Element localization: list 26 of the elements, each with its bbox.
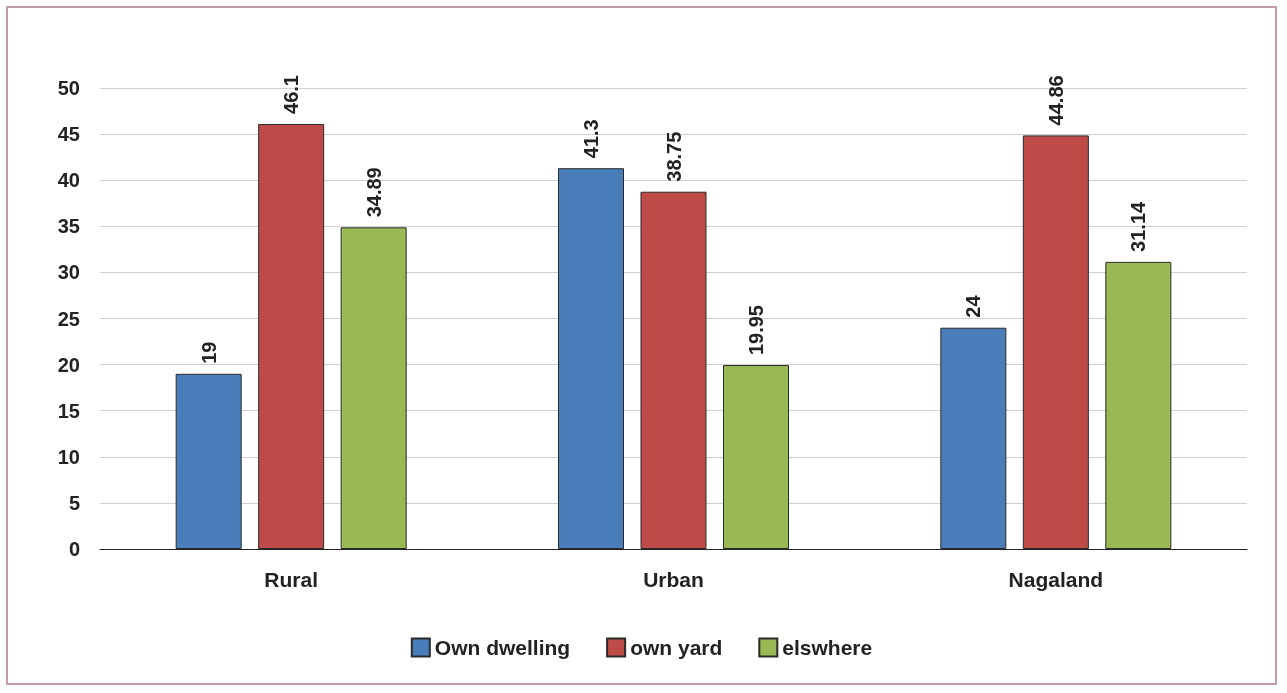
- data-label: 19.95: [745, 305, 767, 356]
- legend-label: own yard: [630, 636, 723, 659]
- data-label: 38.75: [662, 131, 685, 182]
- data-label: 24: [962, 294, 985, 318]
- data-label: 41.3: [580, 119, 602, 159]
- y-tick-label: 35: [57, 215, 80, 238]
- legend-label: elswhere: [782, 636, 873, 659]
- x-tick-label: Nagaland: [1008, 568, 1104, 591]
- y-tick-label: 5: [68, 491, 80, 514]
- y-tick-label: 20: [57, 353, 80, 376]
- x-tick-label: Rural: [264, 568, 319, 591]
- y-tick-label: 45: [57, 123, 80, 146]
- data-label: 19: [197, 341, 220, 364]
- y-tick-label: 50: [57, 77, 80, 99]
- legend-label: Own dwelling: [434, 636, 571, 659]
- y-tick-label: 40: [57, 169, 80, 192]
- data-label: 34.89: [362, 167, 385, 218]
- data-label: 31.14: [1127, 200, 1150, 252]
- y-tick-label: 30: [57, 261, 80, 284]
- y-tick-label: 25: [57, 307, 80, 330]
- y-tick-label: 10: [57, 445, 80, 468]
- y-tick-label: 15: [57, 399, 80, 422]
- data-label: 46.1: [280, 75, 303, 114]
- y-tick-label: 0: [68, 538, 80, 560]
- x-tick-label: Urban: [643, 568, 704, 591]
- data-label: 44.86: [1044, 75, 1067, 126]
